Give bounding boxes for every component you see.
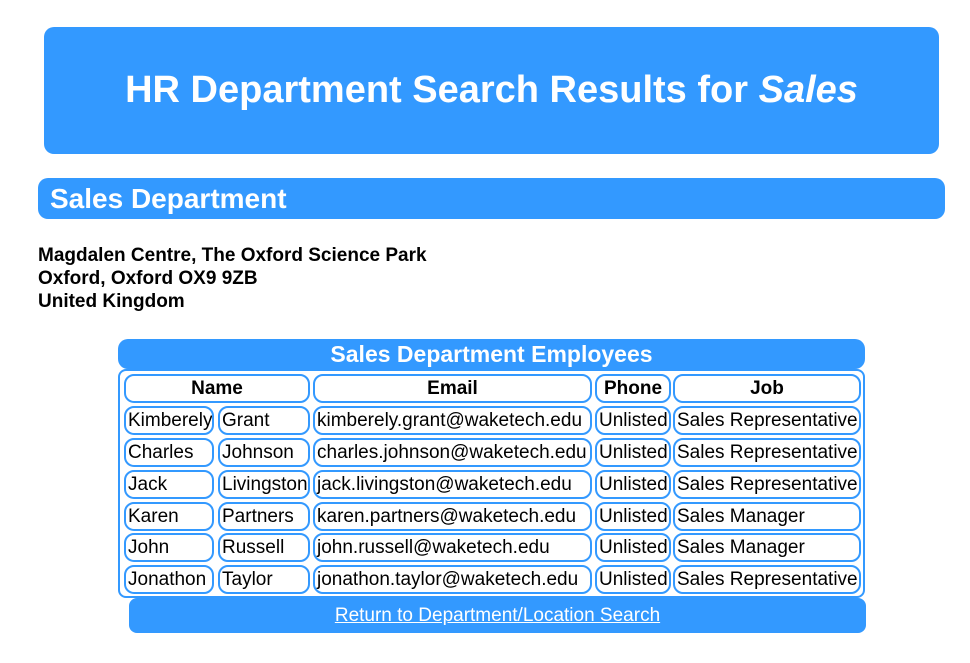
cell-job: Sales Representative [673, 438, 861, 467]
department-heading: Sales Department [38, 178, 945, 219]
cell-first-name: Karen [124, 502, 214, 531]
cell-phone: Unlisted [595, 533, 671, 562]
page-title: HR Department Search Results for Sales [125, 69, 858, 112]
cell-email: jonathon.taylor@waketech.edu [313, 565, 592, 594]
column-header-job: Job [673, 374, 861, 403]
cell-job: Sales Representative [673, 565, 861, 594]
return-link-bar: Return to Department/Location Search [129, 598, 866, 633]
employees-table: Name Email Phone Job Kimberely Grant kim… [118, 369, 865, 598]
cell-phone: Unlisted [595, 438, 671, 467]
cell-phone: Unlisted [595, 502, 671, 531]
cell-job: Sales Manager [673, 502, 861, 531]
employees-table-caption: Sales Department Employees [118, 339, 865, 369]
cell-first-name: Charles [124, 438, 214, 467]
return-to-search-link[interactable]: Return to Department/Location Search [334, 605, 661, 626]
cell-last-name: Taylor [218, 565, 310, 594]
cell-last-name: Grant [218, 406, 310, 435]
column-header-phone: Phone [595, 374, 671, 403]
address-line: United Kingdom [38, 291, 185, 312]
cell-first-name: John [124, 533, 214, 562]
cell-email: charles.johnson@waketech.edu [313, 438, 592, 467]
column-header-email: Email [313, 374, 592, 403]
page-header: HR Department Search Results for Sales [44, 27, 939, 154]
cell-phone: Unlisted [595, 406, 671, 435]
cell-email: karen.partners@waketech.edu [313, 502, 592, 531]
search-term: Sales [758, 69, 858, 111]
column-header-name: Name [124, 374, 310, 403]
cell-phone: Unlisted [595, 565, 671, 594]
address-line: Magdalen Centre, The Oxford Science Park [38, 245, 427, 266]
cell-email: john.russell@waketech.edu [313, 533, 592, 562]
cell-email: kimberely.grant@waketech.edu [313, 406, 592, 435]
page-title-prefix: HR Department Search Results for [125, 69, 759, 111]
department-address: Magdalen Centre, The Oxford Science Park… [38, 244, 427, 313]
cell-first-name: Jonathon [124, 565, 214, 594]
cell-job: Sales Representative [673, 470, 861, 499]
cell-first-name: Jack [124, 470, 214, 499]
cell-last-name: Johnson [218, 438, 310, 467]
cell-last-name: Livingston [218, 470, 310, 499]
cell-last-name: Russell [218, 533, 310, 562]
address-line: Oxford, Oxford OX9 9ZB [38, 268, 258, 289]
cell-job: Sales Manager [673, 533, 861, 562]
cell-first-name: Kimberely [124, 406, 214, 435]
cell-last-name: Partners [218, 502, 310, 531]
cell-phone: Unlisted [595, 470, 671, 499]
cell-job: Sales Representative [673, 406, 861, 435]
cell-email: jack.livingston@waketech.edu [313, 470, 592, 499]
